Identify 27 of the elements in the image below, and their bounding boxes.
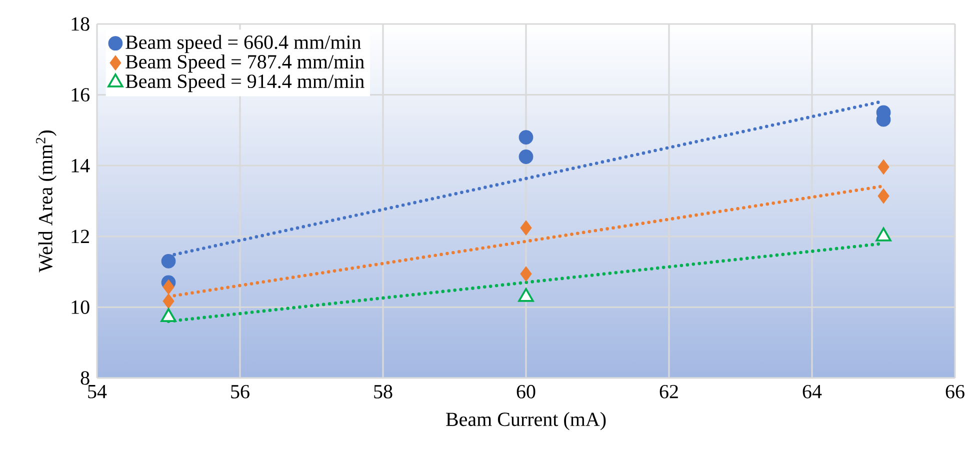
x-tick-label: 66	[946, 384, 964, 398]
legend-label: Beam speed = 660.4 mm/min	[126, 34, 362, 54]
point	[520, 220, 532, 236]
x-axis-title: Beam Current (mA)	[446, 412, 606, 430]
y-tick-label: 16	[72, 88, 90, 102]
x-tick-label: 54	[88, 384, 107, 398]
x-tick-label: 58	[374, 384, 392, 398]
point	[162, 279, 174, 295]
point	[878, 188, 890, 204]
x-tick-label: 56	[231, 384, 250, 398]
point	[161, 254, 176, 268]
y-tick-label: 10	[72, 300, 90, 314]
y-tick-label: 14	[72, 159, 90, 172]
legend-label: Beam Speed = 787.4 mm/min	[126, 54, 364, 73]
y-axis-title: Weld Area (mm$^{2}$)	[36, 130, 56, 272]
y-tick-label: 18	[72, 17, 90, 31]
point	[878, 159, 890, 175]
point	[520, 266, 532, 282]
y-tick-label: 12	[72, 230, 89, 244]
x-tick-label: 64	[802, 384, 822, 398]
y-tick-label: 8	[80, 371, 90, 385]
x-tick-label: 62	[660, 384, 678, 398]
point	[162, 294, 174, 309]
legend-label: Beam Speed = 914.4 mm/min	[126, 74, 364, 92]
x-tick-label: 60	[516, 384, 536, 398]
point	[518, 130, 534, 144]
point	[518, 150, 534, 164]
